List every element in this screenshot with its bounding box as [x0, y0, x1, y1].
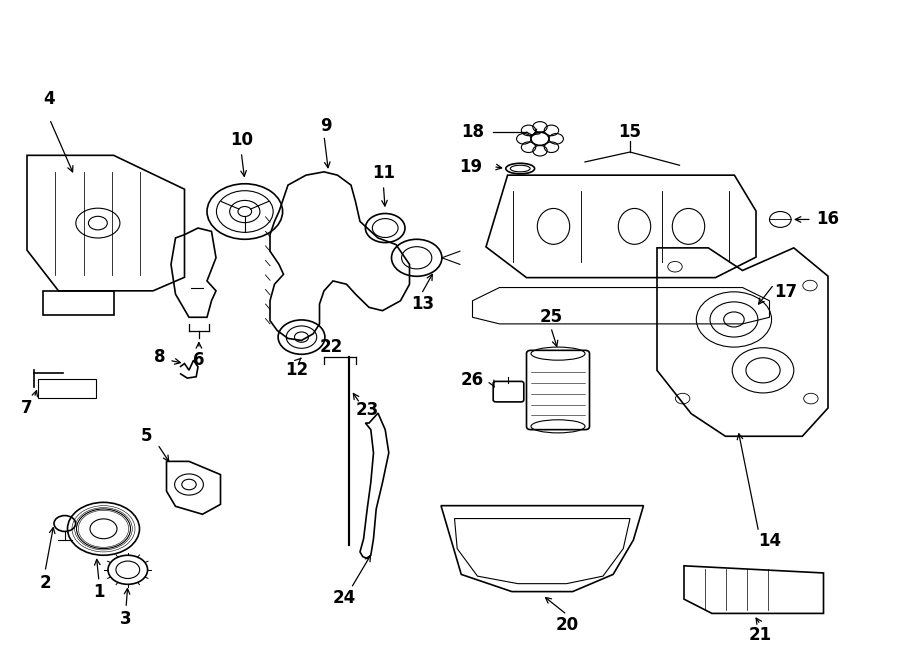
Text: 12: 12	[285, 361, 309, 379]
Text: 20: 20	[555, 615, 579, 634]
Text: 19: 19	[459, 157, 482, 176]
Text: 2: 2	[40, 574, 50, 592]
Text: 18: 18	[461, 123, 484, 141]
Text: 26: 26	[461, 371, 484, 389]
Text: 5: 5	[141, 427, 152, 446]
Bar	[38, 379, 96, 398]
Text: 6: 6	[194, 351, 204, 369]
Text: 11: 11	[372, 164, 395, 182]
Text: 3: 3	[121, 610, 131, 629]
Text: 13: 13	[411, 295, 435, 313]
Text: 21: 21	[749, 625, 772, 644]
Text: 15: 15	[618, 123, 642, 141]
Text: 17: 17	[774, 283, 797, 301]
Text: 23: 23	[356, 401, 379, 419]
Text: 8: 8	[155, 348, 166, 366]
Text: 1: 1	[94, 582, 104, 601]
Text: 22: 22	[320, 338, 343, 356]
Text: 25: 25	[539, 308, 562, 327]
Text: 4: 4	[44, 90, 55, 108]
Text: 9: 9	[320, 116, 331, 135]
Text: 14: 14	[758, 531, 781, 550]
Text: 24: 24	[332, 589, 356, 607]
Text: 10: 10	[230, 131, 253, 149]
Text: 16: 16	[816, 210, 840, 229]
Text: 7: 7	[22, 399, 32, 418]
